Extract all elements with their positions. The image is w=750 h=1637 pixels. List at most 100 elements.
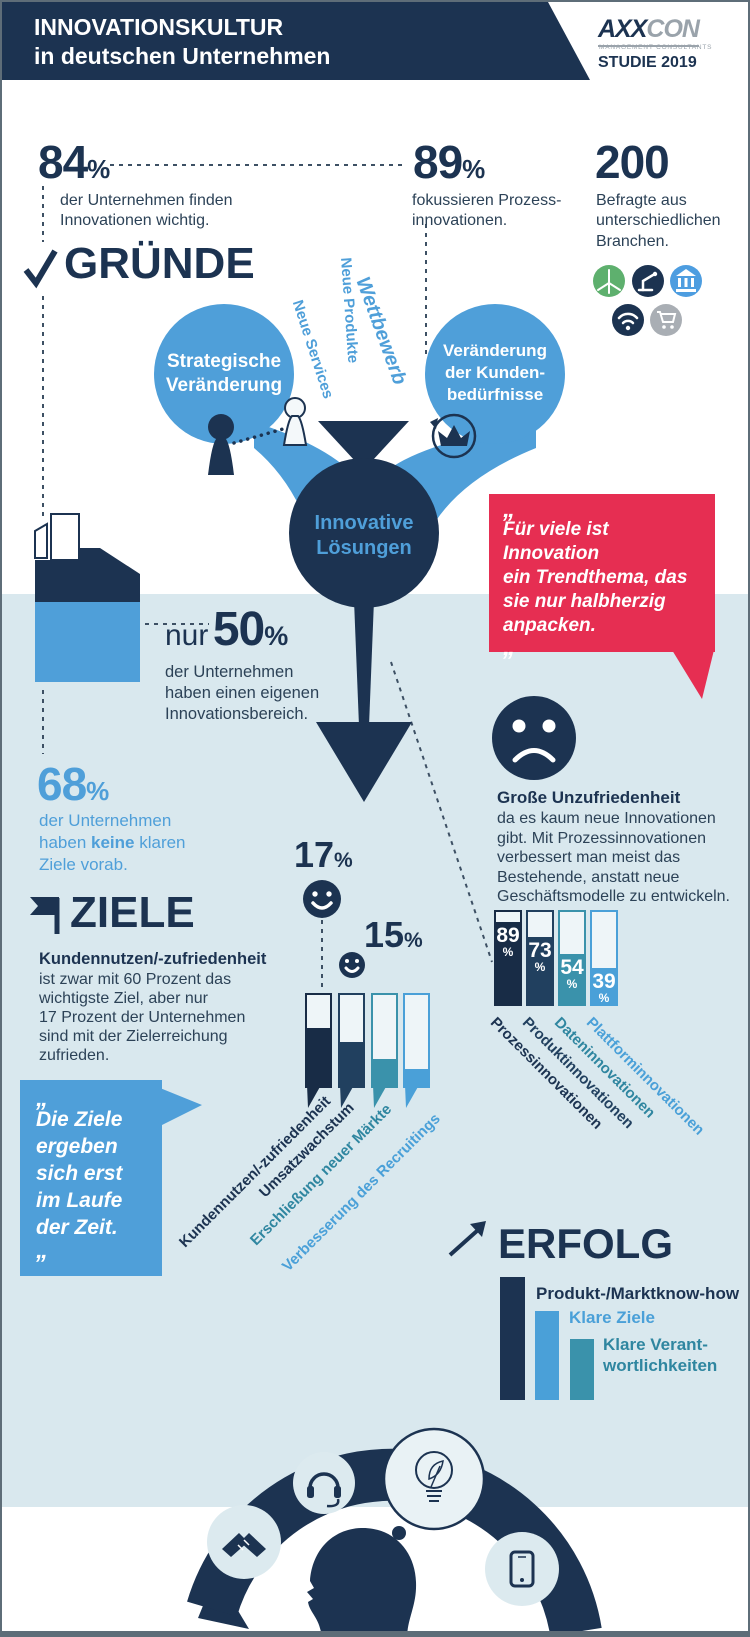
innovations-bar-3-unit: % <box>566 977 578 992</box>
goals-bar-1-fill <box>307 1027 330 1086</box>
innovations-chart: 89 % 73 % 54 % 39 % <box>494 910 624 1006</box>
handshake-circle <box>207 1505 281 1579</box>
stat-50-desc: der Unternehmen haben einen eigenen Inno… <box>165 663 320 724</box>
stat-68-desc: der Unternehmen haben keine klaren Ziele… <box>39 810 209 876</box>
innovations-bar-2-value: 73 <box>528 938 552 962</box>
stat-89-desc: fokussieren Prozess- innovationen. <box>412 192 562 230</box>
crown-icon <box>430 413 477 459</box>
erfolg-label-klare-ziele: Klare Ziele <box>569 1308 655 1327</box>
study-label: STUDIE 2019 <box>598 54 697 71</box>
goals-17-value: 17 <box>294 834 335 875</box>
goals-annotation-15: 15% <box>364 914 423 956</box>
goals-bar-4 <box>403 993 430 1088</box>
robot-arm-icon <box>632 265 664 297</box>
industry-icons <box>593 265 702 336</box>
page-title: INNOVATIONSKULTUR in deutschen Unternehm… <box>34 14 331 69</box>
dissatisfaction-lead: Große Unzufriedenheit <box>497 788 681 807</box>
innovations-bar-4-value: 39 <box>592 970 616 994</box>
goals-17-unit: % <box>334 849 353 872</box>
innovations-bar-3-value: 54 <box>560 956 584 980</box>
wind-turbine-icon <box>593 265 625 297</box>
stat-84-unit: % <box>87 154 110 184</box>
goals-bar-3-fill <box>373 1058 396 1086</box>
stat-84-desc: der Unternehmen finden Innovationen wich… <box>60 192 233 230</box>
funnel-label: Innovative Lösungen <box>314 512 414 559</box>
goals-bar-4-fill <box>405 1068 428 1086</box>
stat-68-value: 68 <box>37 758 87 810</box>
header-bar <box>2 2 590 80</box>
stat-68-desc-bold: keine <box>91 833 135 853</box>
arc-tail <box>198 1574 249 1629</box>
handshake-icon <box>222 1533 266 1557</box>
bubble-customer-label: Veränderung der Kunden- bedürfnisse <box>443 341 547 404</box>
stat-50: nur 50% <box>165 602 288 657</box>
axxcon-logo: AXXCON <box>598 15 700 47</box>
innovations-bar-4-unit: % <box>598 991 610 1006</box>
stat-89-unit: % <box>462 154 485 184</box>
gruende-heading: GRÜNDE <box>64 239 255 288</box>
ziele-heading: ZIELE <box>70 888 195 937</box>
stat-84: 84% <box>38 135 110 189</box>
stat-89-value: 89 <box>413 136 463 188</box>
erfolg-heading: ERFOLG <box>498 1220 673 1267</box>
blue-quote-close: „ <box>36 1237 48 1264</box>
ziele-lead: Kundennutzen/-zufriedenheit <box>39 950 267 968</box>
stat-89: 89% <box>413 135 485 189</box>
innovations-bar-2-fill: 73 % <box>528 936 552 1004</box>
goals-chart <box>305 993 435 1088</box>
innovations-bar-1: 89 % <box>494 910 522 1006</box>
blue-quote-text: Die Ziele ergeben sich erst im Laufe der… <box>36 1108 123 1239</box>
erfolg-chart <box>500 1277 620 1400</box>
goals-bar-3 <box>371 993 398 1088</box>
innovations-bar-1-value: 89 <box>496 924 520 948</box>
stat-200-value: 200 <box>595 136 670 188</box>
shopping-cart-icon <box>650 304 682 336</box>
erfolg-bar-3 <box>570 1338 594 1400</box>
erfolg-label-verantwortlichkeiten: Klare Verant- wortlichkeiten <box>603 1335 718 1375</box>
innovations-bar-1-unit: % <box>502 945 514 960</box>
stream-neue-services: Neue Services <box>288 298 337 401</box>
thought-dot-large <box>392 1526 406 1540</box>
stat-200-desc: Befragte aus unterschiedlichen Branchen. <box>596 192 721 250</box>
goals-annotation-17: 17% <box>294 834 353 876</box>
smartphone-circle <box>485 1532 559 1606</box>
innovations-bar-3: 54 % <box>558 910 586 1006</box>
stat-68-desc-post: klaren Ziele vorab. <box>39 833 186 875</box>
red-quote-box: „ Für viele ist Innovation ein Trendthem… <box>489 494 715 660</box>
erfolg-label-knowhow: Produkt-/Marktknow-how <box>536 1284 740 1303</box>
goals-15-value: 15 <box>364 914 405 955</box>
stat-50-value: 50 <box>212 603 265 656</box>
stat-68: 68% <box>37 757 109 811</box>
red-quote-text: Für viele ist Innovation ein Trendthema,… <box>503 519 688 636</box>
stream-wettbewerb: Wettbewerb <box>351 274 411 388</box>
innovations-bar-3-fill: 54 % <box>560 954 584 1004</box>
blue-quote-box: „ Die Ziele ergeben sich erst im Laufe d… <box>20 1080 162 1276</box>
stat-50-prefix: nur <box>165 619 209 652</box>
innovations-bar-4-fill: 39 % <box>592 968 616 1004</box>
stream-neue-produkte: Neue Produkte <box>337 257 362 364</box>
innovations-bar-2-unit: % <box>534 959 546 974</box>
bank-icon <box>670 265 702 297</box>
goals-bar-2 <box>338 993 365 1088</box>
logo-subtitle: MANAGEMENT CONSULTANTS <box>599 44 713 51</box>
logo-con: CON <box>646 15 700 43</box>
head-silhouette <box>307 1527 417 1631</box>
stat-84-value: 84 <box>38 136 88 188</box>
stat-68-desc-pre: der Unternehmen haben <box>39 811 172 853</box>
wifi-icon <box>612 304 644 336</box>
dissatisfaction-body: da es kaum neue Innovationen gibt. Mit P… <box>497 810 730 905</box>
goals-15-unit: % <box>404 929 423 952</box>
ziele-body: ist zwar mit 60 Prozent das wichtigste Z… <box>39 971 246 1064</box>
erfolg-bar-2 <box>535 1311 559 1400</box>
goals-bar-2-fill <box>340 1042 363 1086</box>
stat-200: 200 <box>595 135 670 189</box>
smartphone-icon <box>509 1550 535 1588</box>
innovations-bar-4: 39 % <box>590 910 618 1006</box>
bubble-strategic-label: Strategische Veränderung <box>165 351 283 396</box>
goals-bar-1 <box>305 993 332 1088</box>
check-icon <box>23 249 58 289</box>
thought-dot-small <box>383 1550 393 1560</box>
stat-50-unit: % <box>264 621 289 651</box>
innovations-bar-2: 73 % <box>526 910 554 1006</box>
